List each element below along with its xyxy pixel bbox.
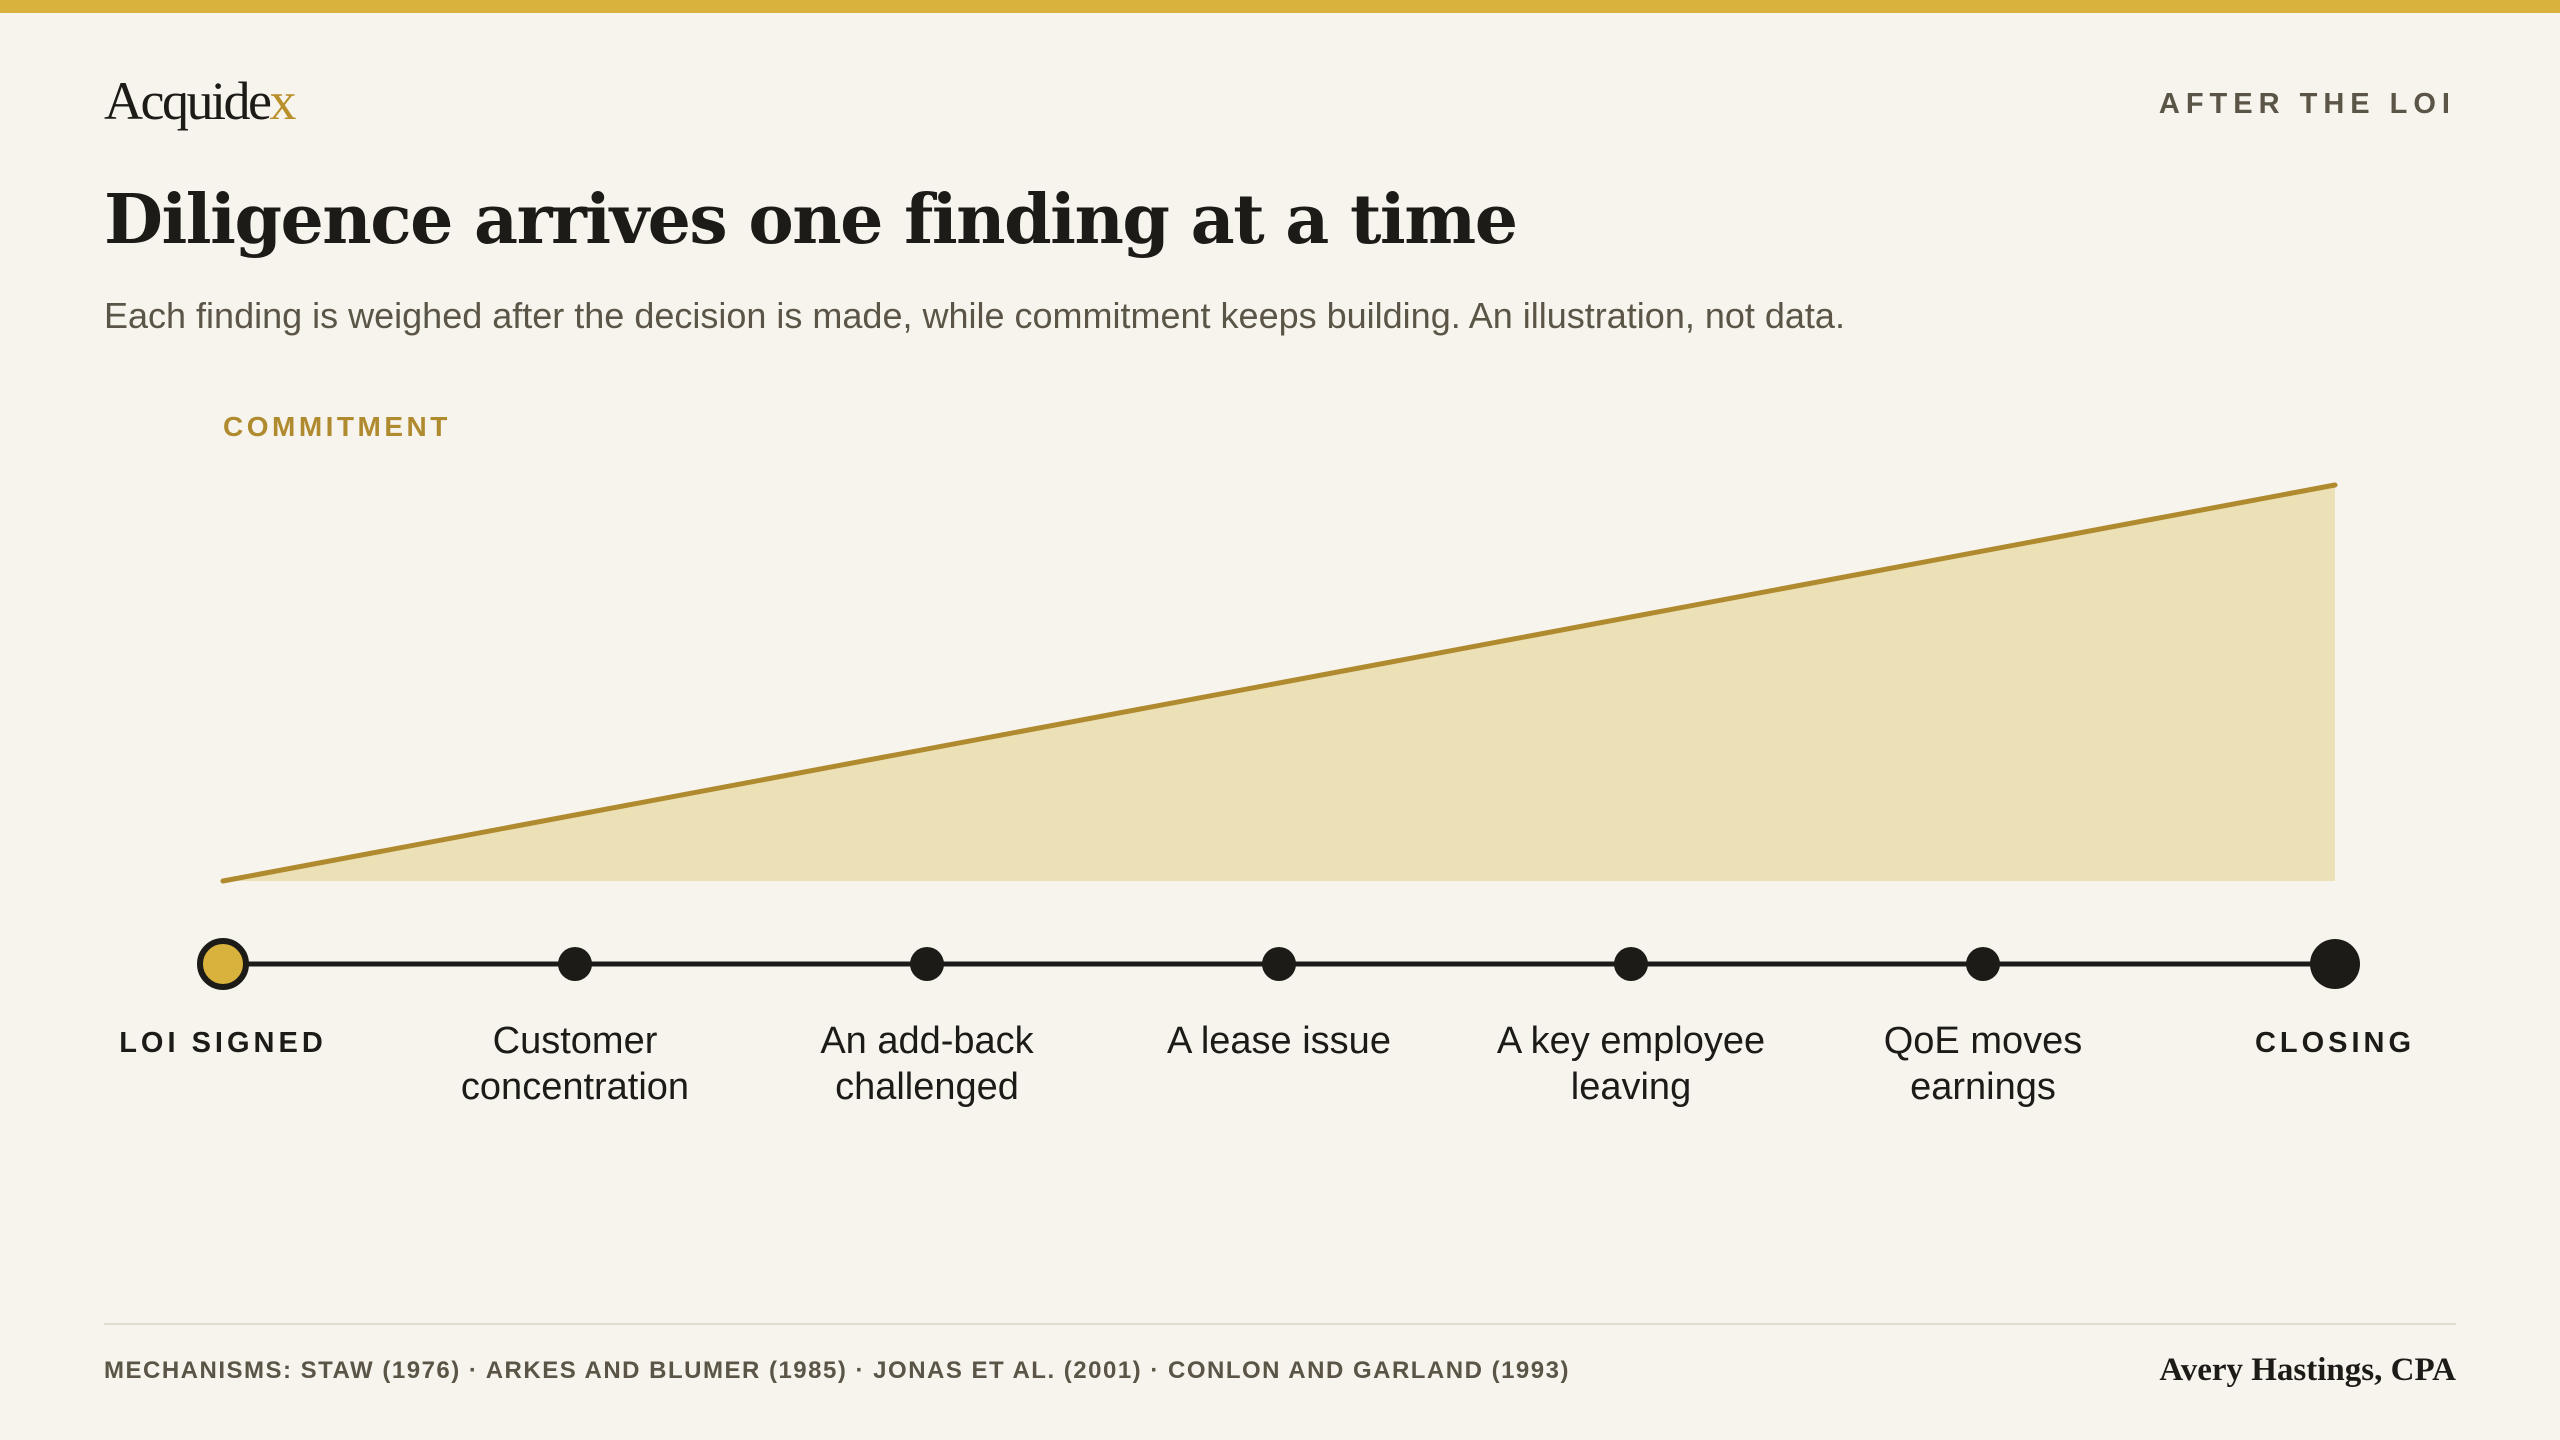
timeline-label-line: A key employee: [1497, 1020, 1765, 1062]
timeline-marker-finding: [1614, 947, 1648, 981]
timeline-marker-finding: [558, 947, 592, 981]
timeline-label-line: concentration: [461, 1066, 689, 1108]
footer-divider: [104, 1323, 2456, 1325]
timeline-label-line: LOI SIGNED: [119, 1027, 327, 1059]
timeline-label: QoE moves earnings: [1884, 1020, 2083, 1108]
timeline-label: CLOSING: [2255, 1027, 2415, 1059]
timeline-label: LOI SIGNED: [119, 1027, 327, 1059]
timeline-marker-end: [2310, 939, 2360, 989]
footer-author: Avery Hastings, CPA: [2159, 1352, 2456, 1388]
timeline-label-line: Customer: [493, 1020, 658, 1062]
timeline-marker-start: [197, 938, 249, 990]
page-subtitle: Each finding is weighed after the decisi…: [104, 295, 1845, 336]
timeline-label-line: QoE moves: [1884, 1020, 2083, 1062]
timeline-label-line: CLOSING: [2255, 1027, 2415, 1059]
timeline-label: Customer concentration: [461, 1020, 689, 1108]
section-kicker: AFTER THE LOI: [2158, 88, 2456, 120]
timeline-label-line: A lease issue: [1167, 1020, 1391, 1062]
timeline-marker-finding: [1262, 947, 1296, 981]
footer-mechanisms: MECHANISMS: STAW (1976) · ARKES AND BLUM…: [104, 1357, 1570, 1384]
timeline-label: A key employee leaving: [1497, 1020, 1765, 1108]
page-title: Diligence arrives one finding at a time: [104, 180, 1518, 260]
timeline-label-line: challenged: [835, 1066, 1019, 1108]
timeline-marker-finding: [910, 947, 944, 981]
timeline-marker-finding: [1966, 947, 2000, 981]
top-accent-bar: [0, 0, 2560, 13]
timeline-label-line: earnings: [1910, 1066, 2056, 1108]
timeline-label-line: leaving: [1571, 1066, 1691, 1108]
timeline-label: A lease issue: [1167, 1020, 1391, 1062]
timeline-label-line: An add-back: [820, 1020, 1034, 1062]
brand-logo: Acquidex: [104, 71, 296, 131]
commitment-timeline-chart: COMMITMENT LOI SIGNED Customer concentratio…: [119, 411, 2415, 1108]
timeline-label: An add-back challenged: [820, 1020, 1034, 1108]
commitment-line: [220, 482, 2338, 884]
y-axis-label: COMMITMENT: [223, 411, 451, 442]
